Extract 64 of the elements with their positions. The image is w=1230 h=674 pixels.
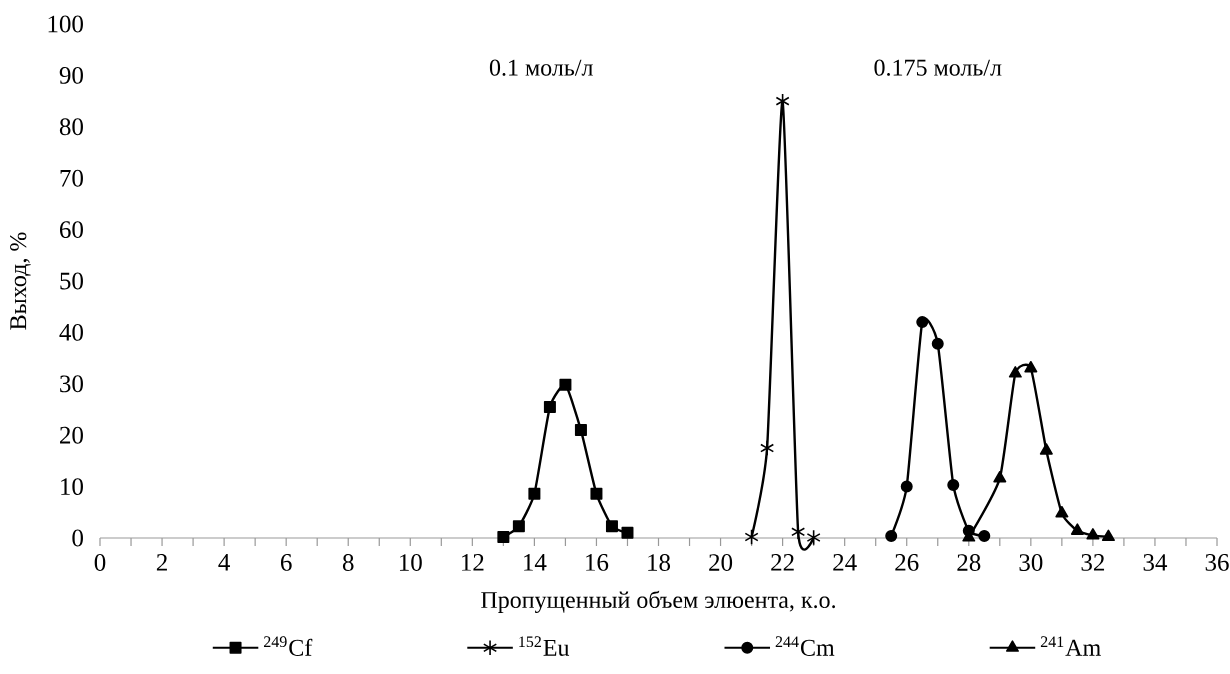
y-tick-label: 90: [59, 66, 83, 84]
x-tick-label: 36: [1205, 554, 1229, 571]
y-tick-label: 40: [59, 323, 83, 341]
point: [1086, 528, 1100, 540]
point: [1070, 523, 1084, 535]
x-tick-label: 32: [1081, 554, 1105, 571]
point: [605, 520, 618, 533]
x-tick-label: 22: [771, 554, 794, 571]
y-tick-label: 80: [59, 118, 83, 136]
x-tick-label: 18: [648, 554, 671, 571]
legend-label: $^{244}$Cm: [775, 636, 835, 656]
point: [806, 529, 821, 546]
legend-label: $^{249}$Cf: [264, 636, 313, 656]
y-tick-label: 50: [60, 272, 83, 290]
y-tick-label: 60: [60, 221, 83, 239]
y-tick-label: 10: [61, 478, 83, 496]
x-axis-title: Пропущенный объем элюента, к.о.: [481, 590, 836, 614]
x-tick-label: 8: [342, 554, 354, 571]
point: [744, 528, 759, 545]
point: [1055, 505, 1069, 518]
point: [528, 487, 541, 500]
point: [978, 529, 991, 542]
point: [1024, 360, 1038, 373]
x-tick-label: 4: [218, 554, 230, 571]
x-tick-label: 24: [833, 554, 857, 571]
x-tick-label: 30: [1019, 554, 1043, 571]
point: [900, 480, 913, 493]
y-tick-label: 0: [72, 529, 83, 547]
x-tick-label: 34: [1143, 554, 1168, 571]
x-tick-label: 26: [895, 554, 919, 571]
x-tick-label: 16: [586, 554, 609, 571]
point: [1008, 366, 1022, 378]
point: [916, 316, 929, 329]
point: [760, 440, 775, 457]
point: [559, 378, 572, 391]
point: [574, 424, 587, 437]
point: [621, 526, 634, 539]
annotation: 0.1 моль/л: [489, 59, 593, 76]
x-tick-label: 12: [462, 554, 484, 571]
x-tick-label: 28: [957, 554, 981, 571]
point: [497, 530, 510, 543]
legend-label: $^{241}$Am: [1040, 636, 1101, 656]
point: [543, 400, 556, 413]
x-tick-label: 6: [280, 554, 292, 571]
x-tick-label: 2: [156, 554, 167, 571]
point: [1039, 443, 1053, 455]
point: [993, 470, 1007, 483]
point: [512, 520, 525, 533]
point: [1101, 529, 1115, 542]
y-tick-label: 70: [60, 169, 83, 187]
y-tick-label: 30: [60, 375, 83, 393]
x-tick-label: 0: [94, 554, 106, 571]
point: [590, 487, 603, 500]
annotation: 0.175 моль/л: [874, 59, 1002, 76]
legend-label: $^{152}$Eu: [519, 636, 570, 656]
x-tick-label: 10: [399, 554, 422, 571]
point: [885, 529, 898, 542]
y-tick-label: 20: [60, 426, 83, 444]
y-axis-title: Выход, %: [10, 232, 31, 330]
point: [931, 337, 944, 350]
y-tick-label: 100: [48, 15, 83, 33]
x-tick-label: 14: [524, 554, 547, 571]
point: [947, 479, 960, 492]
x-tick-label: 20: [709, 554, 733, 571]
